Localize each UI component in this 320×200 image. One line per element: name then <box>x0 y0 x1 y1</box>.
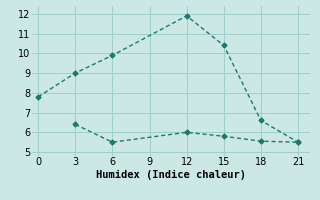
X-axis label: Humidex (Indice chaleur): Humidex (Indice chaleur) <box>96 170 246 180</box>
